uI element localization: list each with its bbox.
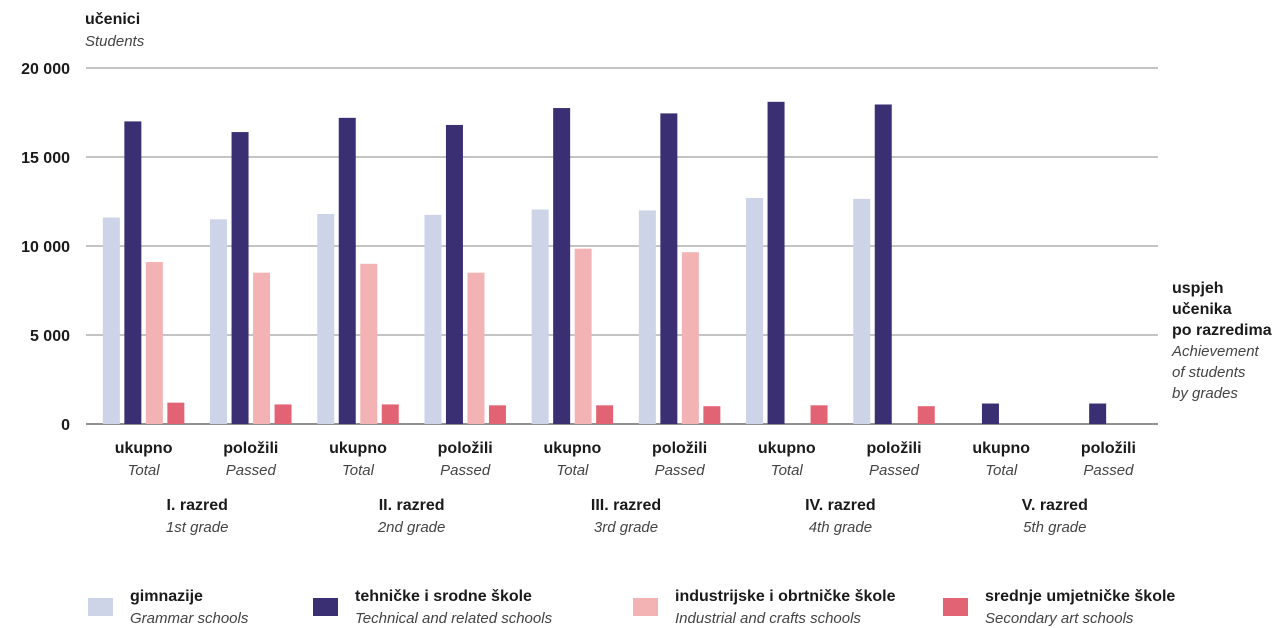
y-axis-ticks: 0 5 000 10 000 15 000 20 000 — [21, 61, 70, 434]
y-tick-label: 5 000 — [30, 328, 70, 345]
legend-label: industrijske i obrtničke škole — [675, 588, 896, 605]
x-axis-title: uspjeh učenika po razredima Achievement of s… — [1171, 280, 1272, 402]
x-axis-title-line: uspjeh — [1172, 280, 1224, 297]
bar — [1089, 403, 1107, 424]
category-label: položili — [438, 440, 493, 457]
bar — [424, 214, 442, 424]
bar — [746, 197, 764, 424]
legend-swatch — [633, 598, 658, 616]
category-label-en: Passed — [655, 462, 706, 479]
category-label-en: Passed — [440, 462, 491, 479]
bar — [981, 403, 999, 424]
category-label: ukupno — [972, 440, 1030, 457]
y-axis-title: učenici — [85, 11, 140, 28]
x-axis-title-en-line: Achievement — [1171, 343, 1260, 360]
category-label: položili — [866, 440, 921, 457]
bar — [874, 104, 892, 425]
category-label: položili — [223, 440, 278, 457]
legend-swatch — [313, 598, 338, 616]
bar — [917, 406, 935, 424]
category-labels: ukupno Total položili Passed ukupno Total polo… — [115, 440, 1136, 479]
bars — [102, 101, 1107, 425]
bar — [810, 405, 828, 424]
legend: gimnazije Grammar schools tehničke i srodn… — [88, 588, 1175, 627]
category-label-en: Passed — [226, 462, 277, 479]
bar — [767, 101, 785, 424]
legend-label-en: Technical and related schools — [355, 610, 553, 627]
category-label: ukupno — [115, 440, 173, 457]
y-tick-label: 10 000 — [21, 239, 70, 256]
bar — [381, 404, 399, 424]
bar — [553, 108, 571, 425]
bar — [853, 198, 871, 424]
group-label-en: 1st grade — [166, 519, 229, 536]
bar — [596, 405, 614, 424]
category-label-en: Passed — [869, 462, 920, 479]
group-label: V. razred — [1022, 497, 1088, 514]
group-labels: I. razred 1st grade II. razred 2nd grade III… — [166, 497, 1088, 536]
bar — [488, 405, 506, 424]
bar — [338, 117, 356, 424]
bar — [445, 124, 463, 425]
bar — [231, 132, 249, 424]
group-label-en: 2nd grade — [377, 519, 446, 536]
y-tick-label: 0 — [61, 417, 70, 434]
bar — [210, 219, 228, 424]
bar — [660, 113, 678, 424]
group-label: II. razred — [379, 497, 445, 514]
y-tick-label: 20 000 — [21, 61, 70, 78]
bar — [253, 272, 271, 424]
x-axis-title-line: po razredima — [1172, 322, 1272, 339]
legend-label: tehničke i srodne škole — [355, 588, 532, 605]
category-label-en: Total — [128, 462, 161, 479]
bar — [102, 217, 120, 424]
category-label-en: Total — [556, 462, 589, 479]
legend-swatch — [943, 598, 968, 616]
category-label: ukupno — [758, 440, 816, 457]
legend-label-en: Secondary art schools — [985, 610, 1134, 627]
legend-label-en: Grammar schools — [130, 610, 249, 627]
category-label-en: Total — [985, 462, 1018, 479]
category-label: položili — [1081, 440, 1136, 457]
bar — [167, 402, 185, 424]
bar — [124, 121, 142, 425]
bar — [681, 252, 699, 424]
legend-label: srednje umjetničke škole — [985, 588, 1175, 605]
x-axis-title-line: učenika — [1172, 301, 1232, 318]
group-label-en: 4th grade — [809, 519, 872, 536]
bar — [531, 209, 549, 424]
bar — [360, 263, 378, 424]
bar — [638, 210, 656, 424]
bar — [317, 213, 335, 424]
x-axis-title-en-line: of students — [1172, 364, 1246, 381]
legend-label: gimnazije — [130, 588, 203, 605]
category-label: položili — [652, 440, 707, 457]
group-label-en: 3rd grade — [594, 519, 658, 536]
bar — [467, 272, 485, 424]
y-axis-title-en: Students — [85, 33, 145, 50]
bar — [703, 406, 721, 424]
bar — [145, 262, 163, 424]
bar — [274, 404, 292, 424]
category-label: ukupno — [329, 440, 387, 457]
category-label-en: Passed — [1083, 462, 1134, 479]
group-label: I. razred — [167, 497, 228, 514]
legend-label-en: Industrial and crafts schools — [675, 610, 861, 627]
category-label-en: Total — [342, 462, 375, 479]
group-label: IV. razred — [805, 497, 876, 514]
x-axis-title-en-line: by grades — [1172, 385, 1238, 402]
category-label: ukupno — [544, 440, 602, 457]
group-label: III. razred — [591, 497, 661, 514]
bar — [574, 248, 592, 424]
category-label-en: Total — [771, 462, 804, 479]
legend-swatch — [88, 598, 113, 616]
y-tick-label: 15 000 — [21, 150, 70, 167]
group-label-en: 5th grade — [1023, 519, 1086, 536]
